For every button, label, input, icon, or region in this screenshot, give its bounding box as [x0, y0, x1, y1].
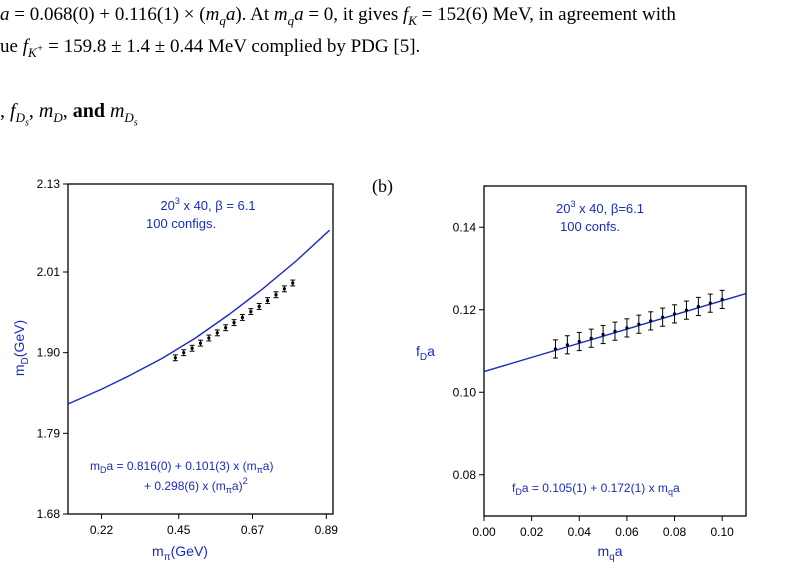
- panel-b-label: (b): [372, 176, 393, 196]
- y-tick-label: 1.90: [37, 346, 61, 360]
- x-tick-label: 0.00: [472, 525, 496, 539]
- data-point: [214, 329, 220, 337]
- y-tick-label: 0.10: [453, 385, 477, 399]
- fit-curve: [67, 229, 331, 405]
- y-axis-label-b: fDa: [416, 343, 435, 363]
- x-tick-label: 0.02: [520, 525, 544, 539]
- data-point: [290, 279, 296, 287]
- section-heading: , fDs, mD, and mDs: [0, 100, 138, 129]
- annotation-configs-b: 100 confs.: [560, 219, 620, 234]
- x-tick-label: 0.08: [663, 525, 687, 539]
- x-tick-label: 0.04: [568, 525, 592, 539]
- data-point: [624, 318, 630, 338]
- data-point: [273, 291, 279, 299]
- y-tick-label: 1.79: [37, 426, 61, 440]
- x-tick-label: 0.45: [167, 523, 191, 537]
- data-point: [683, 300, 689, 320]
- data-point: [719, 289, 725, 310]
- y-tick-label: 2.13: [37, 177, 61, 191]
- data-point: [256, 303, 262, 310]
- plot-frame-b: [483, 185, 747, 517]
- data-point: [223, 324, 229, 332]
- x-tick-label: 0.89: [315, 523, 339, 537]
- y-tick-label: 0.12: [453, 303, 477, 317]
- annotation-fit-b: fDa = 0.105(1) + 0.172(1) x mqa: [512, 481, 680, 497]
- x-tick-label: 0.67: [241, 523, 265, 537]
- data-point: [576, 331, 582, 352]
- x-axis-label-b: mqa: [597, 543, 622, 563]
- text-line-2: ue fK+ = 159.8 ± 1.4 ± 0.44 MeV complied…: [0, 36, 421, 60]
- data-point: [172, 354, 178, 362]
- data-point: [206, 334, 212, 342]
- data-point: [648, 311, 654, 331]
- data-point: [281, 285, 287, 293]
- y-tick-label: 0.08: [453, 468, 477, 482]
- data-point: [248, 308, 254, 316]
- text-line-1: a = 0.068(0) + 0.116(1) × (mqa). At mqa …: [0, 4, 676, 28]
- x-tick-label: 0.10: [711, 525, 735, 539]
- data-point: [600, 324, 606, 345]
- annotation-lattice-a: 203 x 40, β = 6.1: [160, 196, 255, 213]
- y-tick-label: 0.14: [453, 220, 477, 234]
- data-point: [672, 304, 678, 324]
- data-point: [189, 344, 195, 352]
- data-point: [695, 296, 701, 317]
- plot-frame-a: [67, 183, 334, 515]
- data-point: [707, 293, 713, 313]
- data-point: [588, 328, 594, 348]
- data-point: [612, 321, 618, 341]
- annotation-fit-a-line2: + 0.298(6) x (mπa)2: [144, 476, 248, 495]
- annotation-configs-a: 100 configs.: [146, 216, 216, 231]
- data-point: [660, 307, 666, 327]
- x-tick-label: 0.22: [90, 523, 114, 537]
- y-tick-label: 2.01: [37, 265, 61, 279]
- data-point: [552, 339, 558, 359]
- data-point: [564, 335, 570, 355]
- data-point: [231, 319, 237, 327]
- data-point: [265, 297, 271, 305]
- x-tick-label: 0.06: [615, 525, 639, 539]
- data-point: [181, 349, 187, 357]
- data-point: [198, 339, 203, 347]
- data-point: [636, 314, 642, 334]
- y-tick-label: 1.68: [37, 507, 61, 521]
- annotation-lattice-b: 203 x 40, β=6.1: [556, 199, 644, 216]
- data-point: [239, 314, 245, 321]
- annotation-fit-a-line1: mDa = 0.816(0) + 0.101(3) x (mπa): [90, 459, 273, 475]
